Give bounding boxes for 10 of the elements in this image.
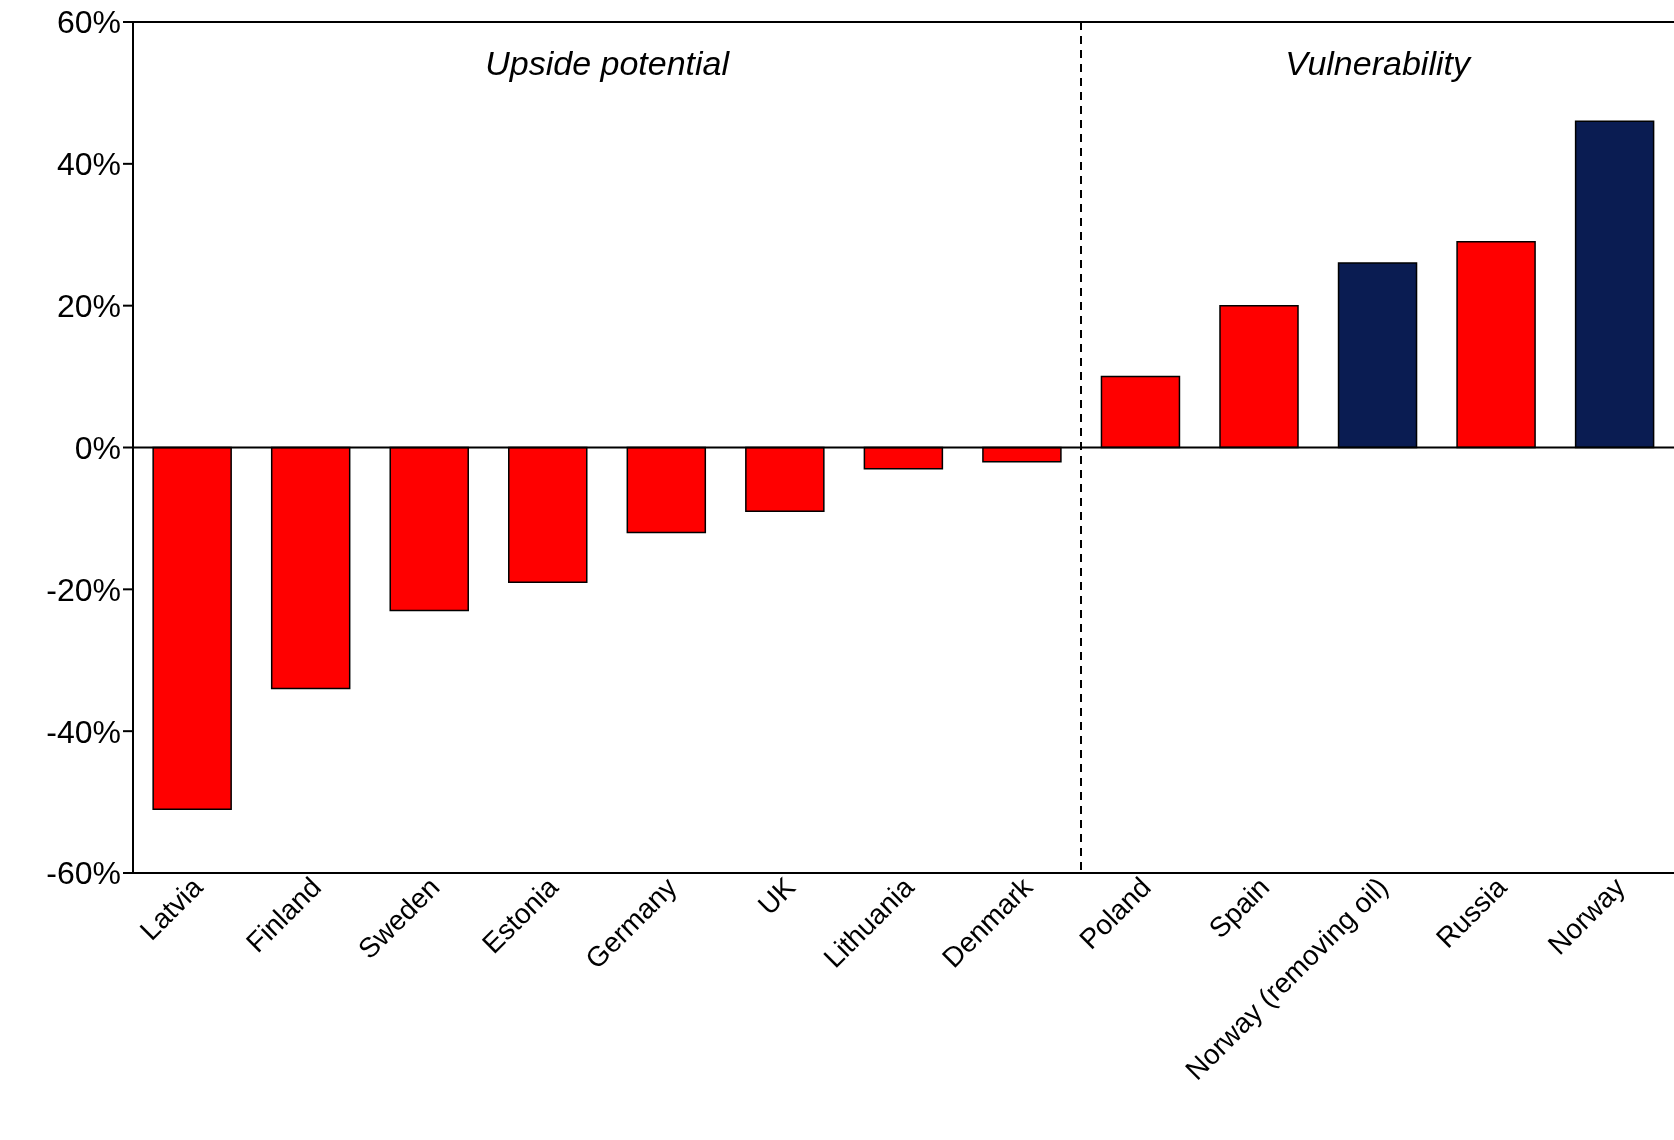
y-tick-label: 40% xyxy=(56,146,121,183)
y-tick-label: 60% xyxy=(56,4,121,41)
y-tick-label: 0% xyxy=(74,429,121,466)
annotation: Vulnerability xyxy=(1284,44,1473,83)
y-tick-label: 20% xyxy=(56,288,121,325)
annotation: Upside potential xyxy=(484,44,731,83)
y-tick-label: -60% xyxy=(46,855,121,892)
y-tick-label: -20% xyxy=(46,571,121,608)
x-tick-label: UK xyxy=(751,871,802,921)
y-tick-label: -40% xyxy=(46,713,121,750)
